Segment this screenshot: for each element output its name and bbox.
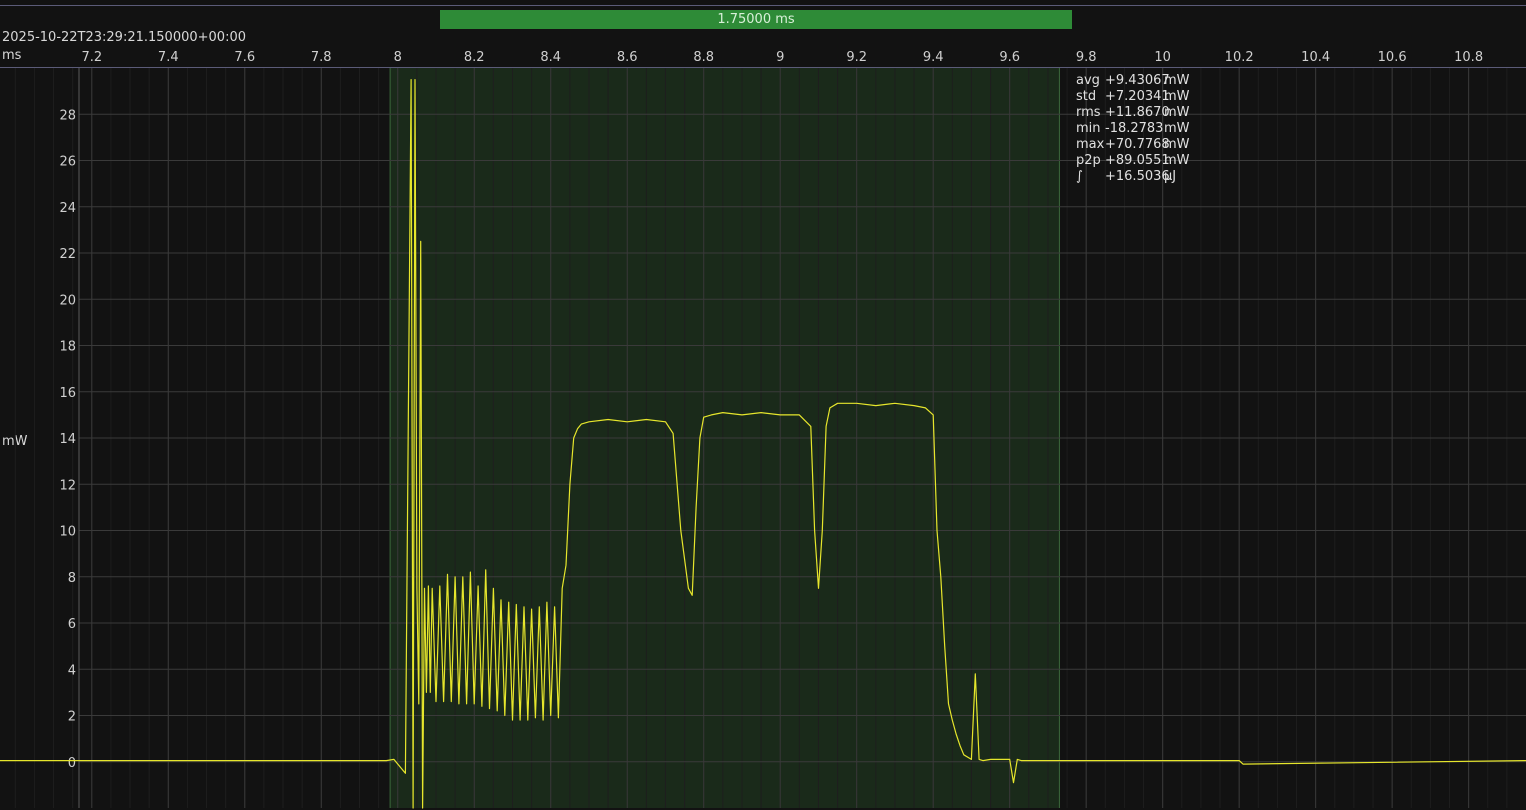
stat-row-std: std +7.20341 mW xyxy=(1076,89,1190,105)
stat-row-integral: ∫ +16.5036 µJ xyxy=(1076,169,1190,185)
x-tick-label: 9.4 xyxy=(923,50,944,65)
y-tick-label: 24 xyxy=(59,201,76,216)
y-tick-label: 8 xyxy=(68,571,76,586)
y-tick-label: 6 xyxy=(68,617,76,632)
x-tick-label: 7.8 xyxy=(311,50,332,65)
y-tick-label: 16 xyxy=(59,386,76,401)
selection-band[interactable] xyxy=(440,10,1072,29)
x-tick-label: 10.8 xyxy=(1454,50,1483,65)
y-tick-label: 14 xyxy=(59,432,76,447)
x-tick-label: 10.4 xyxy=(1301,50,1330,65)
stat-value: +70.7768 xyxy=(1105,137,1170,152)
y-tick-label: 4 xyxy=(68,663,76,678)
stat-key: rms xyxy=(1076,105,1101,120)
stat-value: +7.20341 xyxy=(1105,89,1170,104)
stat-value: +16.5036 xyxy=(1105,169,1170,184)
y-tick-label: 10 xyxy=(59,525,76,540)
x-tick-label: 10.6 xyxy=(1378,50,1407,65)
stat-value: +89.0551 xyxy=(1105,153,1170,168)
y-axis-unit: mW xyxy=(2,434,28,449)
stat-row-rms: rms +11.8670 mW xyxy=(1076,105,1190,121)
y-tick-label: 26 xyxy=(59,155,76,170)
stats-panel: avg +9.43067 mW std +7.20341 mW rms +11.… xyxy=(1076,73,1190,185)
y-tick-label: 2 xyxy=(68,710,76,725)
y-tick-label: 0 xyxy=(68,756,76,771)
stat-value: -18.2783 xyxy=(1105,121,1164,136)
top-border-line xyxy=(0,5,1526,6)
stat-row-max: max +70.7768 mW xyxy=(1076,137,1190,153)
stat-unit: µJ xyxy=(1164,169,1177,184)
x-tick-label: 8.2 xyxy=(464,50,485,65)
power-trace-line xyxy=(0,78,1526,809)
x-axis-line xyxy=(0,67,1526,68)
y-tick-label: 28 xyxy=(59,108,76,123)
stat-unit: mW xyxy=(1164,137,1190,152)
x-tick-label: 9 xyxy=(776,50,784,65)
stat-unit: mW xyxy=(1164,105,1190,120)
x-tick-label: 8 xyxy=(394,50,402,65)
x-tick-label: 9.2 xyxy=(846,50,867,65)
stat-key: max xyxy=(1076,137,1105,152)
stat-key: avg xyxy=(1076,73,1100,88)
x-tick-label: 8.4 xyxy=(540,50,561,65)
x-tick-label: 8.8 xyxy=(693,50,714,65)
x-axis-unit: ms xyxy=(2,48,22,63)
x-tick-label: 7.4 xyxy=(158,50,179,65)
stat-key: std xyxy=(1076,89,1097,104)
x-tick-label: 9.6 xyxy=(999,50,1020,65)
y-tick-label: 12 xyxy=(59,478,76,493)
y-tick-label: 18 xyxy=(59,340,76,355)
trace-timestamp: 2025-10-22T23:29:21.150000+00:00 xyxy=(2,30,246,45)
stat-unit: mW xyxy=(1164,73,1190,88)
x-tick-label: 8.6 xyxy=(617,50,638,65)
stat-key: min xyxy=(1076,121,1101,136)
stat-row-p2p: p2p +89.0551 mW xyxy=(1076,153,1190,169)
x-tick-label: 10 xyxy=(1154,50,1171,65)
selection-duration-label: 1.75000 ms xyxy=(717,12,795,27)
stat-key: p2p xyxy=(1076,153,1101,168)
stat-value: +9.43067 xyxy=(1105,73,1170,88)
stat-row-avg: avg +9.43067 mW xyxy=(1076,73,1190,89)
stat-key: ∫ xyxy=(1076,169,1083,184)
x-tick-label: 9.8 xyxy=(1076,50,1097,65)
x-tick-label: 7.2 xyxy=(81,50,102,65)
y-tick-label: 22 xyxy=(59,247,76,262)
stat-value: +11.8670 xyxy=(1105,105,1170,120)
x-tick-label: 10.2 xyxy=(1225,50,1254,65)
y-tick-label: 20 xyxy=(59,293,76,308)
x-tick-label: 7.6 xyxy=(234,50,255,65)
stat-unit: mW xyxy=(1164,121,1190,136)
stat-unit: mW xyxy=(1164,89,1190,104)
stat-unit: mW xyxy=(1164,153,1190,168)
stat-row-min: min -18.2783 mW xyxy=(1076,121,1190,137)
